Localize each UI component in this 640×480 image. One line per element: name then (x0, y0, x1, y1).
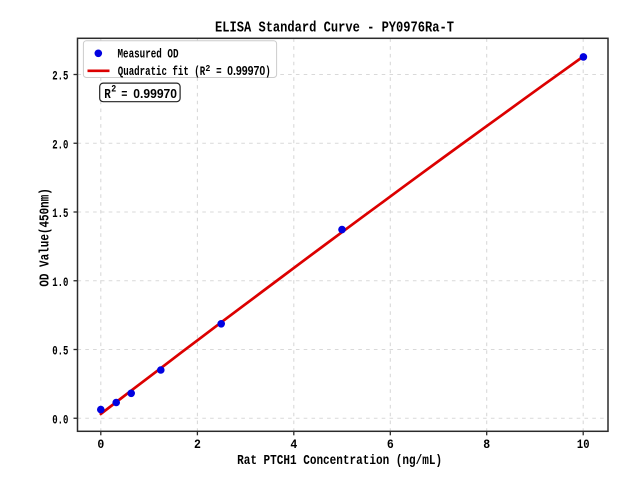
svg-text:1.5: 1.5 (52, 206, 68, 221)
svg-text:): ) (265, 64, 271, 79)
svg-text:6: 6 (387, 437, 394, 452)
svg-text:2: 2 (111, 85, 116, 96)
svg-text:OD Value(450nm): OD Value(450nm) (38, 188, 54, 287)
svg-text:8: 8 (483, 437, 490, 452)
svg-text:0.0: 0.0 (52, 412, 68, 427)
svg-text:4: 4 (290, 437, 297, 452)
svg-text:0.5: 0.5 (52, 344, 68, 359)
svg-text:Quadratic fit (R: Quadratic fit (R (118, 64, 206, 79)
svg-text:Measured OD: Measured OD (118, 47, 179, 62)
svg-text:0.99970: 0.99970 (227, 63, 265, 78)
svg-text:Rat PTCH1 Concentration (ng/mL: Rat PTCH1 Concentration (ng/mL) (237, 453, 442, 469)
svg-text:1.0: 1.0 (52, 275, 68, 290)
svg-text:10: 10 (577, 437, 590, 452)
svg-text:2: 2 (205, 63, 210, 74)
svg-text:ELISA Standard Curve - PY0976R: ELISA Standard Curve - PY0976Ra-T (215, 20, 454, 36)
svg-text:2.5: 2.5 (52, 69, 68, 84)
svg-text:0: 0 (97, 437, 104, 452)
svg-text:0.99970: 0.99970 (133, 86, 177, 101)
svg-text:R: R (104, 87, 111, 103)
svg-text:2: 2 (194, 437, 201, 452)
svg-text:2.0: 2.0 (52, 137, 68, 152)
svg-text:=: = (216, 64, 222, 79)
svg-text:=: = (121, 87, 127, 102)
